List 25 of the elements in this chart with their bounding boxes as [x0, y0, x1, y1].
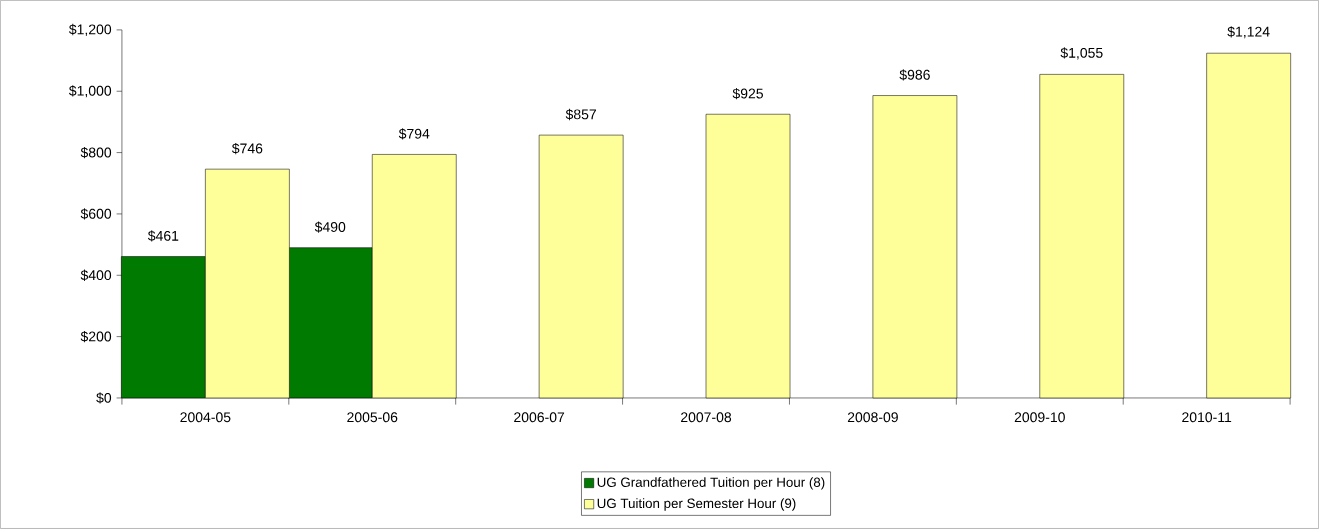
y-tick-label: $1,000: [68, 85, 112, 98]
y-tick-label: $400: [80, 269, 112, 281]
data-label: $1,055: [1060, 47, 1103, 60]
data-label: $1,124: [1227, 26, 1270, 39]
data-label: $986: [899, 69, 930, 81]
x-tick-label: 2009-10: [1014, 412, 1065, 423]
x-tick-label: 2006-07: [514, 412, 565, 423]
data-label: $925: [732, 88, 763, 100]
y-tick-label: $0: [96, 392, 112, 404]
data-label: $794: [398, 128, 430, 140]
x-tick-label: 2007-08: [681, 412, 732, 423]
y-tick-label: $800: [80, 147, 112, 159]
legend-label: UG Grandfathered Tuition per Hour (8): [597, 477, 825, 490]
legend-label: UG Tuition per Semester Hour (9): [597, 498, 796, 511]
y-tick-label: $600: [80, 208, 112, 220]
data-label: $746: [231, 142, 263, 155]
x-tick-label: 2010-11: [1182, 412, 1232, 423]
data-label: $461: [147, 230, 179, 242]
data-label: $490: [314, 221, 346, 233]
x-tick-label: 2004-05: [180, 412, 231, 423]
x-tick-label: 2008-09: [847, 412, 898, 423]
y-tick-label: $200: [80, 331, 112, 343]
y-tick-label: $1,200: [68, 23, 112, 37]
data-label: $857: [565, 108, 596, 121]
x-tick-label: 2005-06: [347, 412, 398, 423]
